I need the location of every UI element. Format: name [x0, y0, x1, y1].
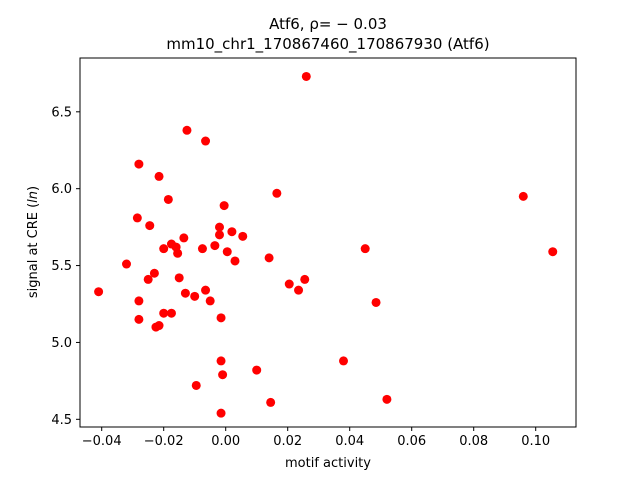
data-point	[219, 201, 229, 211]
y-tick-label: 4.5	[51, 413, 72, 428]
data-point	[230, 256, 240, 266]
data-point	[134, 314, 144, 324]
data-point	[339, 356, 348, 366]
data-point	[174, 273, 184, 283]
data-point	[371, 297, 381, 307]
data-point	[145, 221, 155, 231]
data-point	[218, 370, 228, 380]
data-point	[132, 213, 142, 223]
x-tick-label: −0.02	[144, 434, 184, 449]
data-point	[205, 296, 215, 306]
x-tick-label: 0.08	[459, 434, 488, 449]
x-tick-label: 0.06	[397, 434, 426, 449]
y-tick-label: 6.0	[51, 182, 72, 197]
x-tick-label: −0.04	[82, 434, 122, 449]
data-point	[294, 285, 304, 295]
x-tick-label: 0.02	[273, 434, 302, 449]
data-point	[518, 191, 528, 201]
data-point	[382, 394, 392, 404]
data-point	[252, 365, 262, 375]
plot-frame	[79, 57, 577, 428]
data-point	[163, 194, 173, 204]
data-point	[210, 241, 220, 251]
y-axis-ticks: 4.5 5.0 5.5 6.0 6.5	[51, 105, 80, 428]
data-point	[143, 274, 153, 284]
x-axis-ticks: −0.04 −0.02 0.00 0.02 0.04 0.06 0.08 0.10	[82, 427, 550, 449]
data-point	[191, 380, 201, 390]
y-tick-label: 5.5	[51, 259, 72, 274]
x-tick-label: 0.00	[211, 434, 240, 449]
data-point	[227, 227, 237, 237]
data-point	[134, 159, 144, 169]
y-tick-label: 6.5	[51, 105, 72, 120]
x-axis-label: motif activity	[285, 456, 371, 471]
data-point	[159, 244, 169, 254]
data-point	[166, 308, 176, 318]
data-points	[94, 71, 558, 418]
y-axis-label-prefix: signal at CRE (	[26, 203, 41, 298]
data-point	[216, 356, 226, 366]
data-point	[264, 253, 274, 263]
chart-title-line1: Atf6, ρ= − 0.03	[269, 15, 387, 33]
data-point	[179, 233, 189, 243]
y-axis-label: signal at CRE (ln)	[26, 186, 41, 298]
data-point	[122, 259, 131, 269]
y-axis-label-ln: ln	[26, 191, 41, 203]
data-point	[272, 188, 282, 198]
data-point	[173, 248, 183, 258]
data-point	[266, 397, 276, 407]
data-point	[301, 71, 311, 81]
y-axis-label-suffix: )	[26, 186, 41, 191]
data-point	[201, 136, 211, 146]
data-point	[216, 313, 226, 323]
data-point	[284, 279, 294, 289]
x-tick-label: 0.04	[335, 434, 364, 449]
data-point	[222, 247, 232, 257]
data-point	[548, 247, 558, 257]
data-point	[197, 244, 207, 254]
chart-title-line2: mm10_chr1_170867460_170867930 (Atf6)	[166, 35, 489, 54]
data-point	[215, 222, 224, 232]
data-point	[182, 125, 192, 135]
y-tick-label: 5.0	[51, 336, 72, 351]
data-point	[238, 231, 248, 241]
data-point	[94, 287, 104, 297]
data-point	[360, 244, 370, 254]
data-point	[154, 171, 164, 181]
data-point	[180, 288, 190, 298]
data-point	[134, 296, 144, 306]
data-point	[215, 230, 224, 240]
data-point	[216, 408, 226, 418]
x-tick-label: 0.10	[521, 434, 550, 449]
data-point	[201, 285, 211, 295]
data-point	[190, 291, 200, 301]
data-point	[159, 308, 169, 318]
data-point	[154, 321, 164, 331]
data-point	[149, 268, 159, 278]
data-point	[300, 274, 310, 284]
